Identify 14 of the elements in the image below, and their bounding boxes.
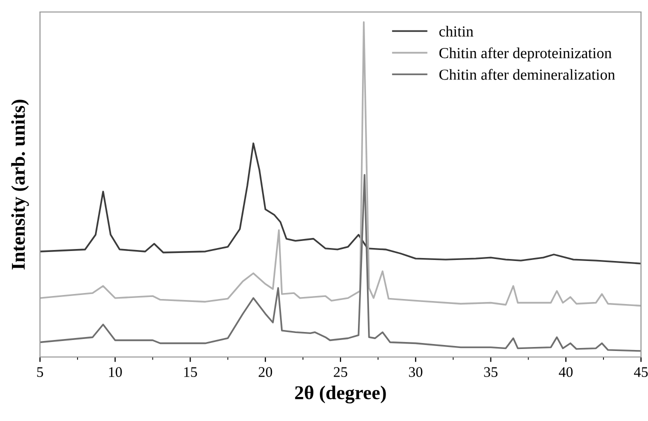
x-tick-label: 40	[558, 367, 573, 377]
x-tick-label: 15	[184, 367, 197, 377]
x-tick-label: 35	[484, 367, 498, 377]
legend-label: Chitin after demineralization	[439, 68, 615, 80]
x-axis-title: 2θ (degree)	[295, 386, 386, 404]
x-tick-label: 45	[634, 367, 648, 377]
x-tick-label: 5	[37, 367, 44, 377]
x-tick-label: 25	[334, 367, 348, 377]
x-tick-label: 20	[258, 367, 272, 377]
x-tick-label: 30	[409, 367, 422, 377]
x-tick-label: 10	[109, 367, 122, 377]
legend-label: chitin	[439, 26, 474, 37]
y-axis-title: Intensity (arb. units)	[11, 100, 29, 270]
legend-label: Chitin after deproteinization	[439, 47, 612, 62]
